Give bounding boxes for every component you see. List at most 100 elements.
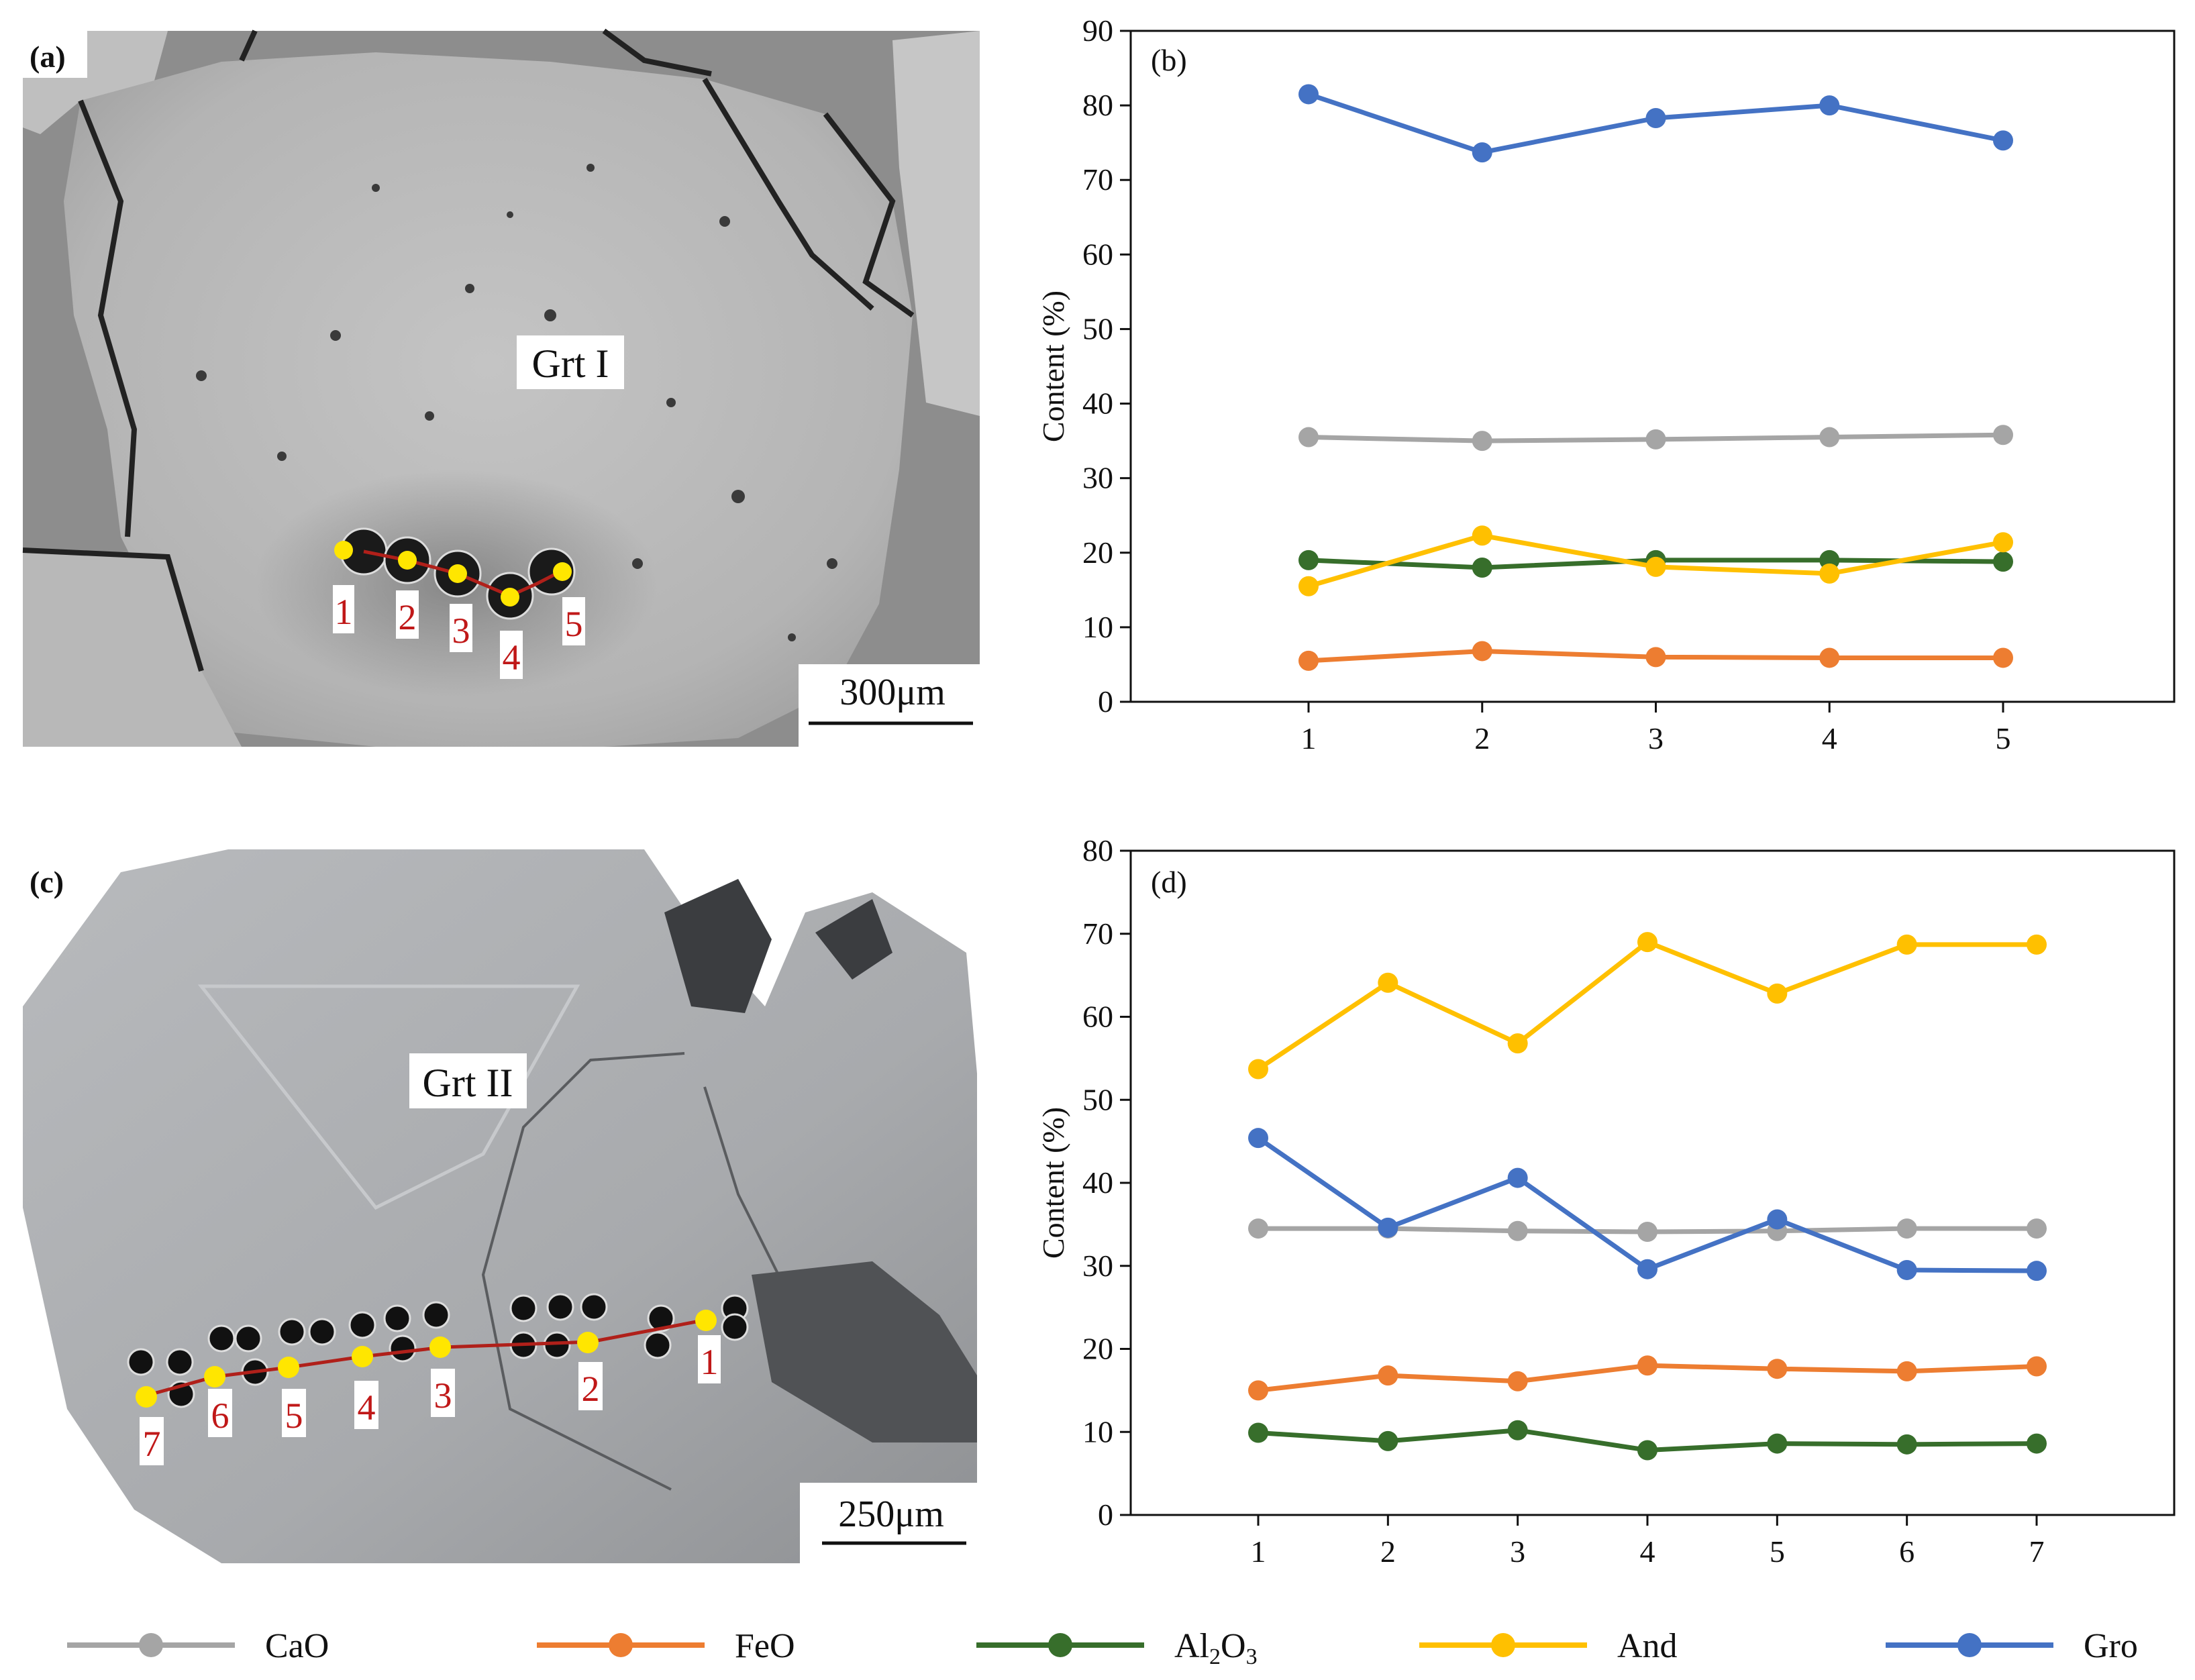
y-tick-label: 40 <box>1082 386 1113 421</box>
growth-zone-outline <box>197 984 580 1210</box>
panel-label-c: (c) <box>30 865 64 899</box>
data-point-feo <box>1767 1359 1788 1379</box>
data-point-and <box>1993 532 2013 553</box>
data-point-feo <box>1248 1380 1268 1401</box>
data-point-al2o3 <box>1298 549 1319 570</box>
data-point-feo <box>1298 650 1319 671</box>
y-tick-label: 50 <box>1082 311 1113 346</box>
data-point-gro <box>1378 1217 1398 1238</box>
y-tick-label: 0 <box>1098 684 1113 719</box>
y-tick-label: 80 <box>1082 833 1113 868</box>
data-point-and <box>1645 556 1666 577</box>
data-point-al2o3 <box>2027 1433 2047 1454</box>
x-tick-label: 1 <box>1251 1534 1266 1569</box>
data-point-cao <box>1507 1220 1528 1241</box>
dark-fragment-1 <box>664 879 772 1013</box>
spot-label: 2 <box>582 1369 600 1409</box>
panel-label: (d) <box>1151 865 1187 899</box>
data-point-cao <box>2027 1218 2047 1239</box>
data-point-feo <box>2027 1356 2047 1377</box>
data-point-al2o3 <box>1472 558 1492 578</box>
data-point-gro <box>1767 1209 1788 1230</box>
y-tick-label: 10 <box>1082 1414 1113 1449</box>
cracks <box>22 28 915 672</box>
legend-label: And <box>1617 1627 1678 1665</box>
data-point-feo <box>1993 647 2013 668</box>
y-axis-title: Content (%) <box>1036 1107 1070 1259</box>
data-point-gro <box>1645 108 1666 128</box>
y-tick-label: 10 <box>1082 610 1113 644</box>
data-point-cao <box>1248 1218 1268 1239</box>
y-tick-label: 20 <box>1082 535 1113 570</box>
spot-label: 4 <box>358 1387 376 1428</box>
data-point-feo <box>1507 1371 1528 1392</box>
y-tick-label: 20 <box>1082 1332 1113 1366</box>
mineral-label-box-c <box>409 1053 527 1108</box>
scale-bar-label-c: 250μm <box>838 1493 944 1535</box>
legend-item-cao: CaO <box>67 1627 329 1665</box>
legend-item-gro: Gro <box>1886 1627 2138 1665</box>
spot-label: 5 <box>565 604 583 644</box>
spot-label: 4 <box>503 637 521 678</box>
panel-label-a: (a) <box>30 40 66 74</box>
data-point-gro <box>1298 84 1319 105</box>
data-point-and <box>2027 934 2047 955</box>
data-point-al2o3 <box>1248 1422 1268 1443</box>
scale-bar-box-a <box>799 664 980 747</box>
data-point-gro <box>1993 130 2013 151</box>
data-point-cao <box>1993 425 2013 445</box>
spot-label: 5 <box>285 1396 303 1436</box>
x-tick-label: 3 <box>1510 1534 1525 1569</box>
plot-frame <box>1129 30 2176 703</box>
legend: CaO FeO Al2O3 And Gro <box>67 1627 2138 1669</box>
chart-d: 0 10 20 30 40 50 60 70 80 1 2 3 4 5 6 7 Content (%) (d) <box>1036 833 2176 1569</box>
y-tick-label: 60 <box>1082 237 1113 271</box>
data-point-and <box>1819 563 1840 584</box>
analysis-spots-a <box>334 527 576 620</box>
y-tick-label: 40 <box>1082 1165 1113 1200</box>
data-point-gro <box>1819 95 1840 116</box>
data-point-feo <box>1645 647 1666 668</box>
data-point-feo <box>1472 641 1492 662</box>
legend-label: Gro <box>2084 1627 2138 1665</box>
y-axis-title: Content (%) <box>1036 291 1070 442</box>
x-tick-label: 5 <box>1770 1534 1785 1569</box>
data-point-cao <box>1637 1222 1657 1243</box>
mineral-label-box-a <box>517 335 624 389</box>
spot-label: 3 <box>452 611 470 651</box>
legend-label: Al2O3 <box>1174 1627 1258 1669</box>
data-point-al2o3 <box>1378 1430 1398 1451</box>
spot-label: 2 <box>399 597 417 637</box>
data-point-and <box>1896 934 1917 955</box>
data-point-feo <box>1378 1365 1398 1386</box>
y-tick-label: 70 <box>1082 916 1113 951</box>
y-tick-label: 70 <box>1082 162 1113 197</box>
data-point-gro <box>1507 1167 1528 1188</box>
mineral-label-grt-ii: Grt II <box>423 1061 513 1105</box>
y-tick-label: 90 <box>1082 13 1113 48</box>
data-point-cao <box>1896 1218 1917 1239</box>
grain-grt-ii <box>23 849 977 1563</box>
legend-item-feo: FeO <box>537 1627 795 1665</box>
chart-b: 0 10 20 30 40 50 60 70 80 90 1 2 3 4 5 Content (%) (b) <box>1036 13 2176 755</box>
spot-label: 6 <box>211 1396 229 1436</box>
scale-bar-label-a: 300μm <box>839 672 946 713</box>
x-tick-label: 2 <box>1380 1534 1396 1569</box>
dark-fragment-2 <box>815 899 892 980</box>
neighbor-grain-right <box>892 31 980 416</box>
y-tick-label: 30 <box>1082 1249 1113 1283</box>
data-point-and <box>1298 576 1319 596</box>
series-line-and <box>1257 939 2037 1071</box>
spot-labels-c: 1 2 3 4 5 6 7 <box>140 1335 721 1465</box>
y-tick-label: 80 <box>1082 88 1113 122</box>
data-point-and <box>1637 932 1657 953</box>
scale-bar-box-c <box>800 1483 977 1563</box>
grain-boundary-c <box>481 1052 780 1491</box>
x-tick-label: 4 <box>1640 1534 1655 1569</box>
x-tick-label: 3 <box>1648 721 1664 755</box>
data-point-cao <box>1819 427 1840 448</box>
x-tick-label: 6 <box>1899 1534 1915 1569</box>
legend-marker <box>1048 1633 1072 1657</box>
data-point-gro <box>1248 1128 1268 1149</box>
data-point-al2o3 <box>1993 552 2013 572</box>
